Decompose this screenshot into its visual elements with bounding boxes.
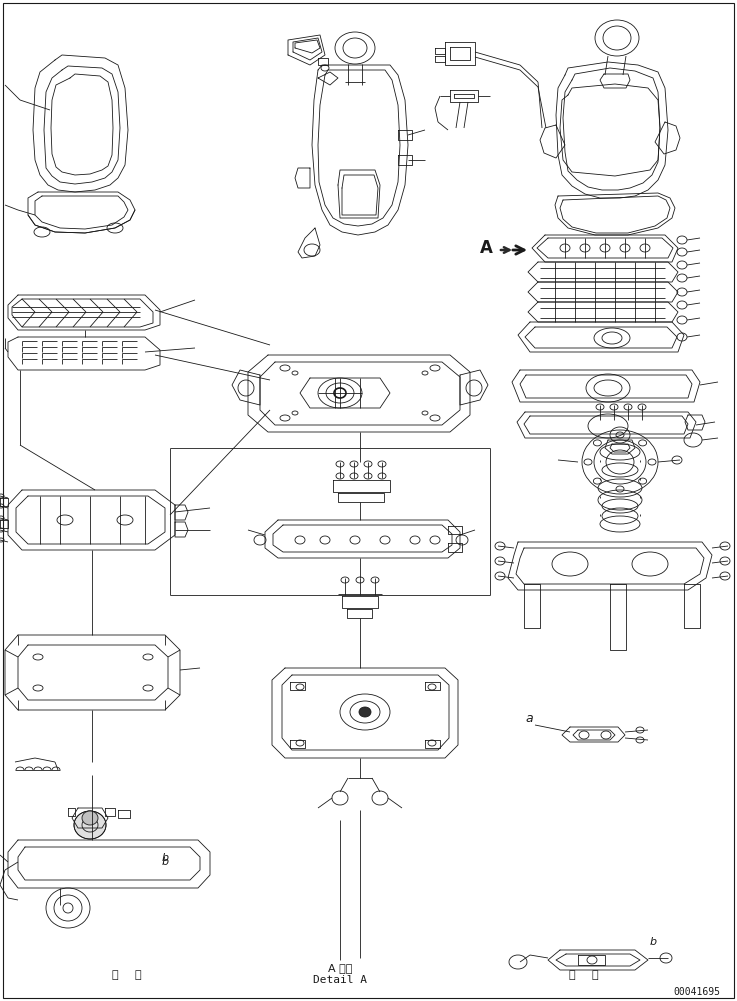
Text: Detail A: Detail A [313, 975, 367, 985]
Text: A: A [480, 239, 493, 257]
Text: A 詳細: A 詳細 [328, 963, 352, 973]
Ellipse shape [359, 707, 371, 717]
Text: －: － [592, 970, 598, 980]
Text: b: b [162, 857, 169, 867]
Text: 00041695: 00041695 [673, 987, 720, 997]
Text: b: b [650, 937, 657, 947]
Text: －: － [112, 970, 119, 980]
Ellipse shape [82, 811, 98, 825]
Text: －: － [135, 970, 142, 980]
Text: b: b [162, 853, 169, 863]
Ellipse shape [74, 811, 106, 839]
Text: a: a [525, 712, 533, 725]
Text: －: － [569, 970, 576, 980]
